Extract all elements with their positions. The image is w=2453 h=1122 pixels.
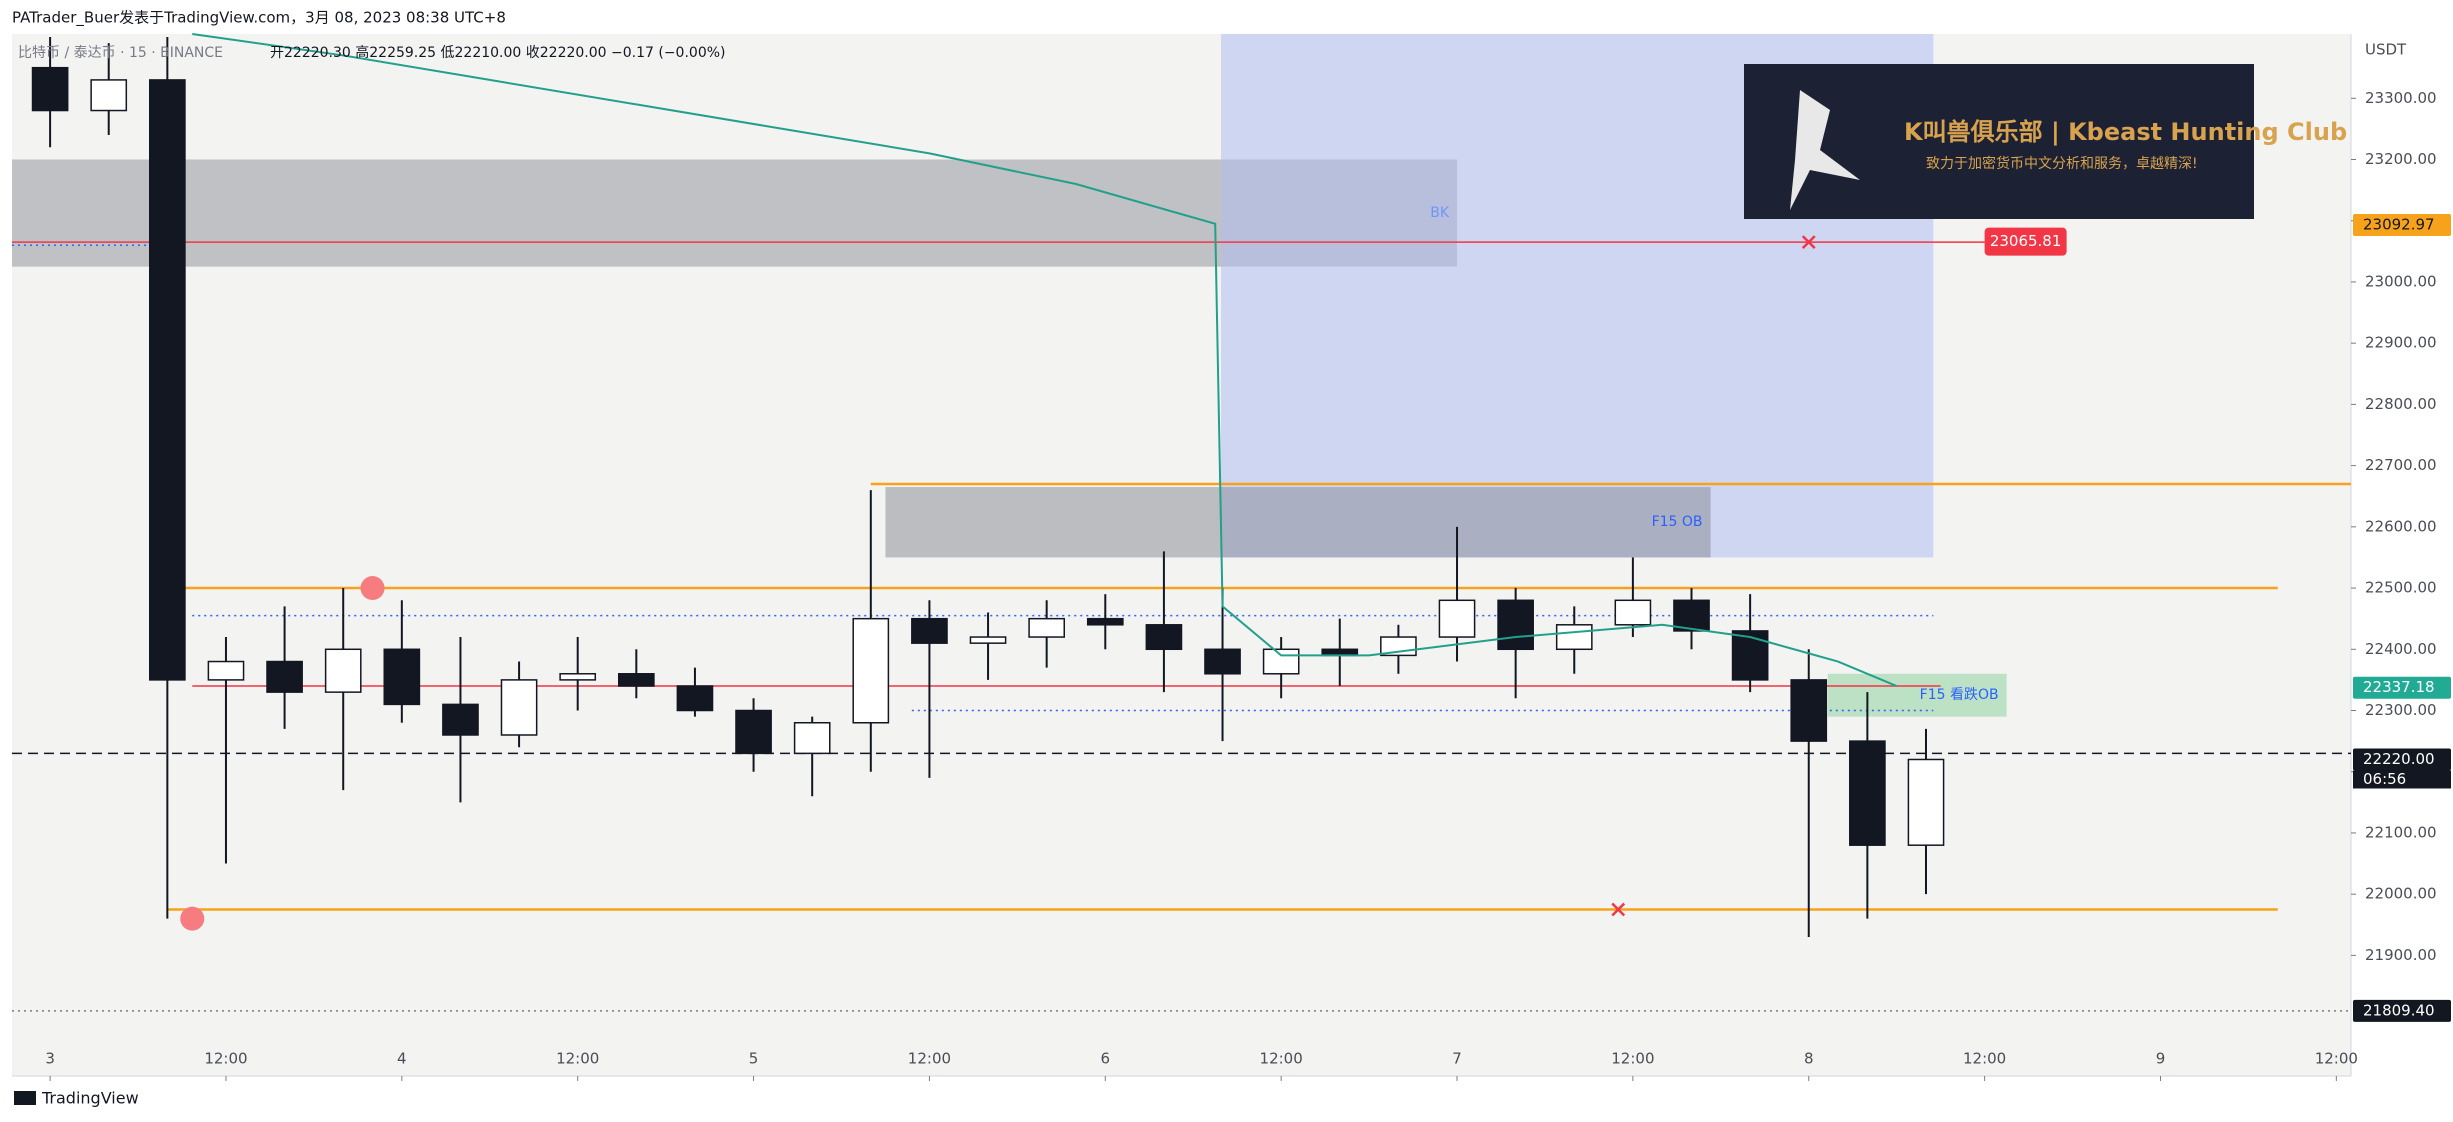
countdown: 06:56 [2363, 770, 2406, 788]
candle-body [207, 660, 245, 681]
candle-body [1204, 648, 1241, 675]
candle-body [90, 79, 128, 112]
y-tick-label: 23200.00 [2365, 150, 2437, 168]
flag-label: 23065.81 [1990, 232, 2062, 250]
y-tick-label: 22300.00 [2365, 701, 2437, 719]
candle-body [1614, 599, 1652, 626]
logo: K叫兽俱乐部 | Kbeast Hunting Club 致力于加密货币中文分析… [1744, 64, 2347, 219]
price-label-box [2353, 999, 2451, 1022]
x-tick-label: 12:00 [1963, 1050, 2006, 1068]
candle-body [324, 648, 362, 693]
marker [360, 576, 385, 601]
candle-body [1145, 624, 1183, 651]
x-tick-label: 9 [2156, 1050, 2166, 1068]
flag-label-box [1984, 227, 2067, 256]
candle-body [1731, 630, 1769, 681]
x-tick-label: 12:00 [908, 1050, 951, 1068]
candle-body [969, 636, 1007, 644]
x-tick-label: 4 [397, 1050, 407, 1068]
y-tick-label: 23300.00 [2365, 89, 2437, 107]
y-tick-label: 22000.00 [2365, 885, 2437, 903]
footer: TradingView [41, 1089, 139, 1108]
price-label-box [2353, 676, 2451, 699]
x-tick-label: 6 [1101, 1050, 1111, 1068]
price-label: 22337.18 [2363, 678, 2435, 696]
price-label-box [2353, 214, 2451, 237]
candle-body [149, 79, 186, 681]
zone [885, 487, 1711, 558]
y-tick-label: 21900.00 [2365, 946, 2437, 964]
marker [1801, 235, 1816, 250]
candle-body [676, 685, 714, 712]
candle-body [442, 703, 479, 736]
x-tick-label: 12:00 [1611, 1050, 1654, 1068]
y-tick-label: 23000.00 [2365, 272, 2437, 290]
candle-body [1555, 624, 1593, 651]
y-tick-label: 22400.00 [2365, 640, 2437, 658]
candle-body [1849, 740, 1886, 846]
y-tick-label: 22700.00 [2365, 456, 2437, 474]
y-tick-label: 22900.00 [2365, 334, 2437, 352]
symbol: 比特币 / 泰达币 · 15 · BINANCE [18, 45, 223, 61]
candle-body [1262, 648, 1300, 675]
candle-body [1438, 599, 1476, 638]
logo-box [1744, 64, 2254, 219]
x-tick-label: 5 [749, 1050, 759, 1068]
candle-body [31, 66, 69, 112]
candle-body [617, 673, 655, 687]
candle-body [559, 673, 597, 681]
currency: USDT [2365, 41, 2407, 59]
x-tick-label: 3 [45, 1050, 55, 1068]
countdown-box [2353, 770, 2451, 789]
candle-body [1790, 679, 1828, 742]
price-label: 23092.97 [2363, 216, 2435, 234]
x-tick-label: 12:00 [556, 1050, 599, 1068]
price-label: 21809.40 [2363, 1001, 2435, 1019]
x-tick-label: 8 [1804, 1050, 1814, 1068]
x-tick-label: 7 [1452, 1050, 1462, 1068]
price-label: 22220.00 [2363, 750, 2435, 768]
zone [1827, 673, 2007, 717]
marker [1611, 902, 1626, 917]
candle-body [1086, 617, 1124, 626]
footer-logo [14, 1091, 36, 1105]
candle-body [911, 617, 948, 644]
marker [180, 906, 205, 931]
zone-label: F15 OB [1652, 514, 1703, 530]
candle-body [735, 709, 772, 755]
logo-figure [1790, 90, 1860, 210]
candle-body [1497, 599, 1534, 651]
vwap-line [192, 33, 1898, 687]
price-label-box [2353, 748, 2451, 771]
x-tick-label: 12:00 [204, 1050, 247, 1068]
zone-label: F15 看跌OB [1920, 687, 1999, 703]
candle-body [852, 617, 890, 724]
x-tick-label: 12:00 [2315, 1050, 2358, 1068]
candle-body [500, 679, 538, 736]
y-tick-label: 22600.00 [2365, 517, 2437, 535]
x-tick-label: 12:00 [1260, 1050, 1303, 1068]
candle-body [1673, 599, 1710, 632]
candle-body [266, 660, 303, 693]
header: PATrader_Buer发表于TradingView.com，3月 08, 2… [12, 9, 506, 28]
y-tick-label: 22100.00 [2365, 823, 2437, 841]
y-tick-label: 22800.00 [2365, 395, 2437, 413]
candle-body [1907, 758, 1945, 846]
candle-body [793, 721, 831, 755]
logo-title: K叫兽俱乐部 | Kbeast Hunting Club [1904, 118, 2347, 146]
candle-body [383, 648, 421, 706]
ohlc: 开22220.30 高22259.25 低22210.00 收22220.00 … [270, 44, 726, 61]
y-tick-label: 22500.00 [2365, 579, 2437, 597]
logo-subtitle: 致力于加密货币中文分析和服务，卓越精深! [1926, 155, 2198, 172]
candle-body [1028, 617, 1066, 638]
